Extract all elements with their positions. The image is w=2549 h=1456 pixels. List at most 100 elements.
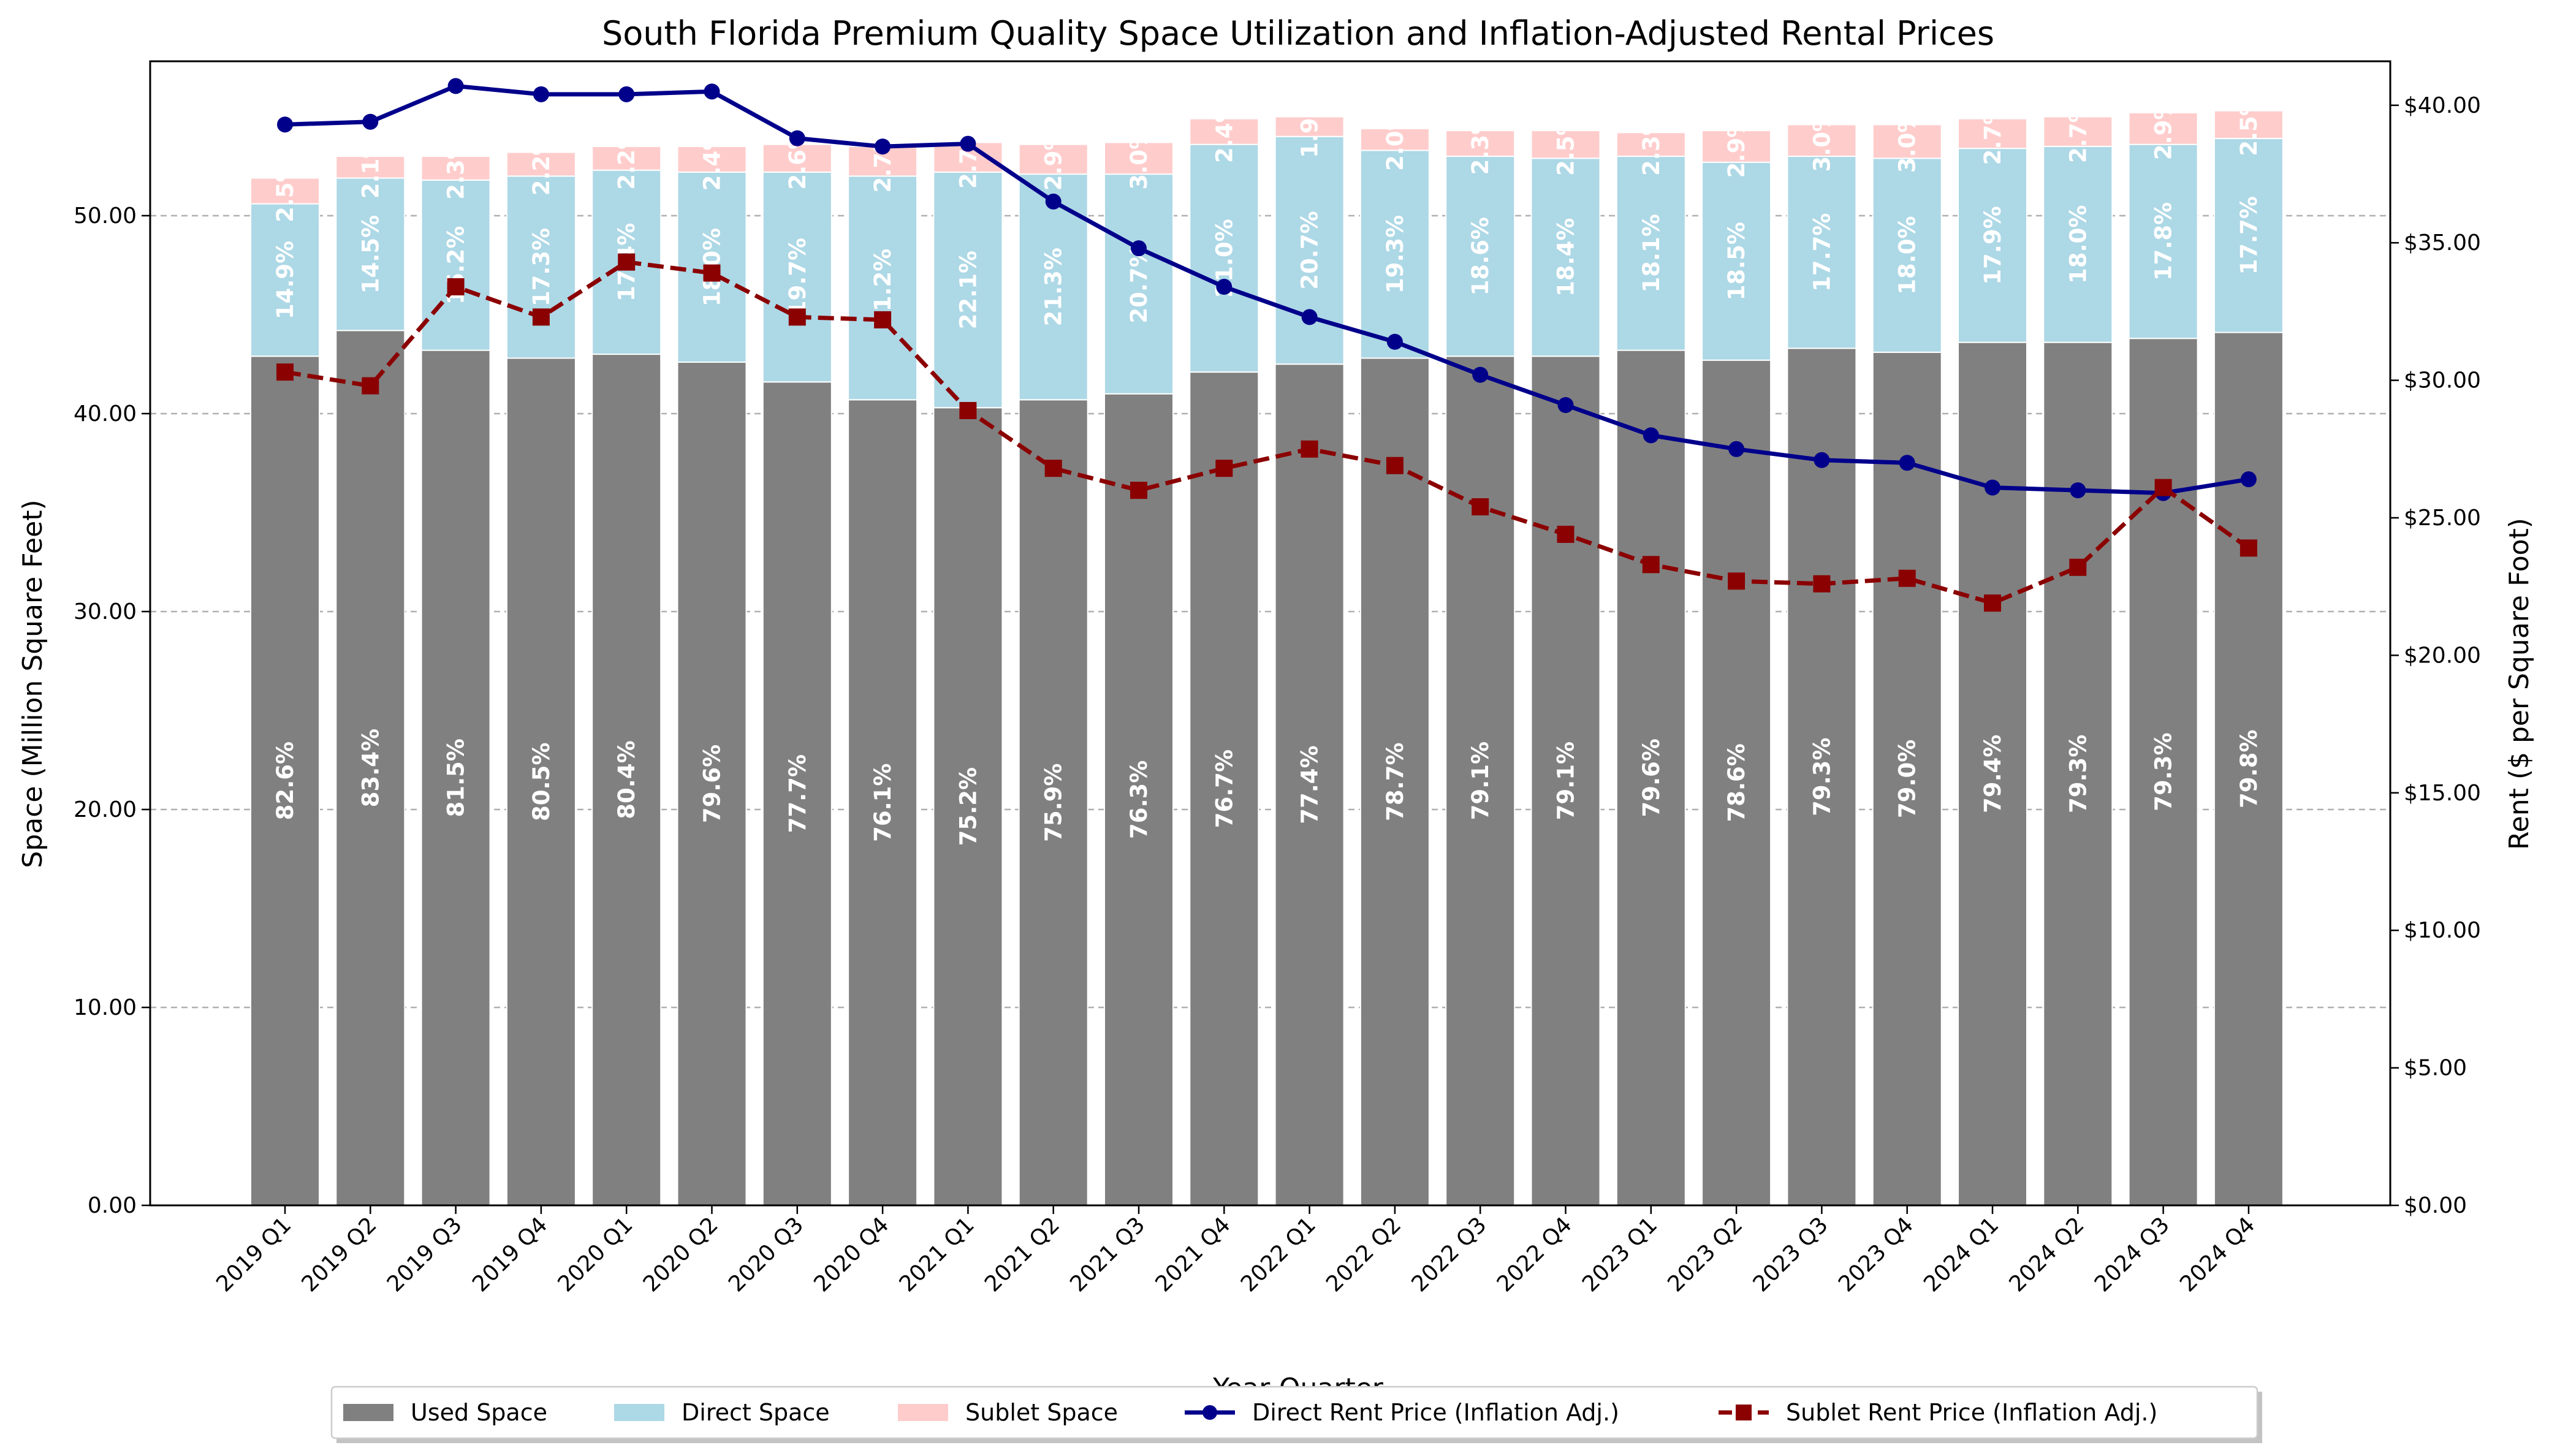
bar-used-space — [1616, 349, 1686, 1206]
line-point-marker — [2070, 482, 2086, 499]
line-point-marker — [1472, 366, 1489, 383]
bar-value-label: 18.6% — [1467, 217, 1494, 295]
bar-used-space — [420, 349, 491, 1206]
bar-value-label: 2.2% — [528, 133, 555, 196]
x-tick-label: 2019 Q3 — [382, 1212, 467, 1297]
y-tick-label-right: $30.00 — [2404, 368, 2481, 393]
line-point-marker — [1813, 575, 1831, 593]
bar-value-label: 2.9% — [1041, 128, 1067, 191]
bar-used-space — [1701, 359, 1772, 1206]
x-tick-label: 2019 Q1 — [211, 1212, 296, 1297]
bar-sublet-space — [1018, 143, 1088, 175]
bar-value-label: 14.5% — [357, 215, 384, 294]
line-point-marker — [1728, 572, 1746, 590]
line-point-marker — [618, 86, 635, 102]
bar-value-label: 20.7% — [1126, 245, 1152, 323]
x-tick-label: 2020 Q1 — [553, 1212, 637, 1297]
bar-value-label: 21.3% — [1041, 248, 1067, 326]
legend: Used Space Direct Space Sublet Space Direct… — [330, 1386, 2262, 1443]
bar-value-label: 76.7% — [1211, 749, 1237, 828]
bar-value-label: 79.1% — [1553, 741, 1579, 820]
line-point-marker — [1045, 193, 1062, 210]
legend-swatch — [614, 1404, 664, 1421]
bar-sublet-space — [335, 156, 406, 179]
bar-value-label: 83.4% — [357, 729, 384, 807]
bar-value-label: 75.9% — [1041, 763, 1067, 841]
bar-sublet-space — [2043, 116, 2113, 147]
bar-value-label: 17.8% — [2151, 202, 2177, 281]
bar-direct-space — [2213, 137, 2284, 333]
bar-value-label: 81.5% — [443, 738, 469, 817]
line-point-marker — [788, 308, 806, 326]
y-tick-label-left: 0.00 — [88, 1193, 137, 1218]
bar-value-label: 80.5% — [528, 743, 555, 821]
bar-direct-space — [1872, 157, 1942, 353]
bar-direct-space — [2043, 145, 2113, 343]
x-tick-label: 2021 Q1 — [895, 1212, 979, 1297]
x-tick-label: 2024 Q3 — [2090, 1212, 2175, 1297]
bar-value-label: 20.7% — [1297, 211, 1323, 289]
bar-value-label: 17.9% — [1980, 206, 2006, 284]
legend-label: Used Space — [411, 1399, 547, 1426]
bar-value-label: 3.0% — [1126, 127, 1152, 190]
x-tick-label: 2022 Q1 — [1236, 1212, 1321, 1297]
line-point-marker — [533, 86, 549, 102]
bar-value-label: 18.1% — [1638, 214, 1665, 292]
bar-value-label: 2.5% — [272, 159, 298, 222]
bar-sublet-space — [1274, 116, 1345, 137]
y-tick-label-left: 40.00 — [74, 401, 137, 427]
line-point-marker — [960, 135, 976, 152]
bar-value-label: 80.4% — [614, 740, 640, 819]
x-tick-label: 2020 Q4 — [809, 1212, 894, 1297]
bar-used-space — [762, 381, 832, 1206]
bar-value-label: 2.7% — [1980, 102, 2006, 165]
bar-value-label: 3.0% — [1894, 110, 1921, 173]
bar-value-label: 3.0% — [1809, 109, 1835, 172]
line-point-marker — [447, 278, 465, 296]
line-point-marker — [1985, 479, 2000, 496]
legend-label: Direct Rent Price (Inflation Adj.) — [1252, 1399, 1619, 1426]
bar-value-label: 76.3% — [1126, 760, 1152, 839]
bar-value-label: 14.9% — [272, 241, 298, 319]
y-tick-label-left: 30.00 — [74, 599, 137, 624]
line-layer — [276, 78, 2257, 612]
bar-direct-space — [506, 175, 576, 359]
bar-sublet-space — [506, 151, 576, 177]
line-point-marker — [1044, 460, 1062, 477]
bar-direct-space — [1189, 143, 1259, 373]
bar-sublet-space — [2128, 112, 2198, 145]
bar-value-label: 79.8% — [2236, 730, 2262, 808]
bar-value-label: 78.7% — [1382, 743, 1408, 821]
chart-title: South Florida Premium Quality Space Util… — [602, 14, 1994, 53]
bar-direct-space — [420, 179, 491, 351]
bar-value-label: 2.1% — [357, 135, 384, 199]
bar-sublet-space — [1359, 127, 1430, 151]
bar-sublet-space — [420, 156, 491, 181]
bar-value-label: 1.9% — [1297, 95, 1323, 158]
y-tick-label-right: $10.00 — [2404, 918, 2481, 943]
line-point-marker — [1216, 279, 1233, 295]
bar-used-space — [1872, 351, 1942, 1206]
line-point-marker — [874, 311, 892, 328]
line-point-marker — [1130, 482, 1147, 499]
bar-sublet-space — [1872, 124, 1942, 159]
bar-direct-space — [1274, 135, 1345, 365]
bar-value-label: 2.4% — [1211, 100, 1237, 163]
x-tick-label: 2022 Q3 — [1407, 1212, 1491, 1297]
bar-sublet-space — [1445, 130, 1516, 157]
line-point-marker — [618, 253, 636, 271]
bar-value-label: 2.3% — [443, 137, 469, 200]
line-point-marker — [1557, 525, 1575, 543]
bar-used-space — [848, 399, 918, 1206]
line-point-marker — [875, 138, 891, 155]
bar-sublet-space — [1189, 118, 1259, 145]
bar-value-label: 2.5% — [1553, 113, 1579, 176]
bar-sublet-space — [1104, 142, 1174, 175]
x-tick-label: 2024 Q2 — [2005, 1212, 2089, 1297]
bar-value-label: 79.6% — [1638, 738, 1665, 817]
bar-direct-space — [2128, 143, 2198, 339]
bar-value-label: 75.2% — [955, 767, 981, 846]
bar-used-space — [1530, 355, 1601, 1206]
bar-value-label: 79.3% — [2151, 732, 2177, 811]
